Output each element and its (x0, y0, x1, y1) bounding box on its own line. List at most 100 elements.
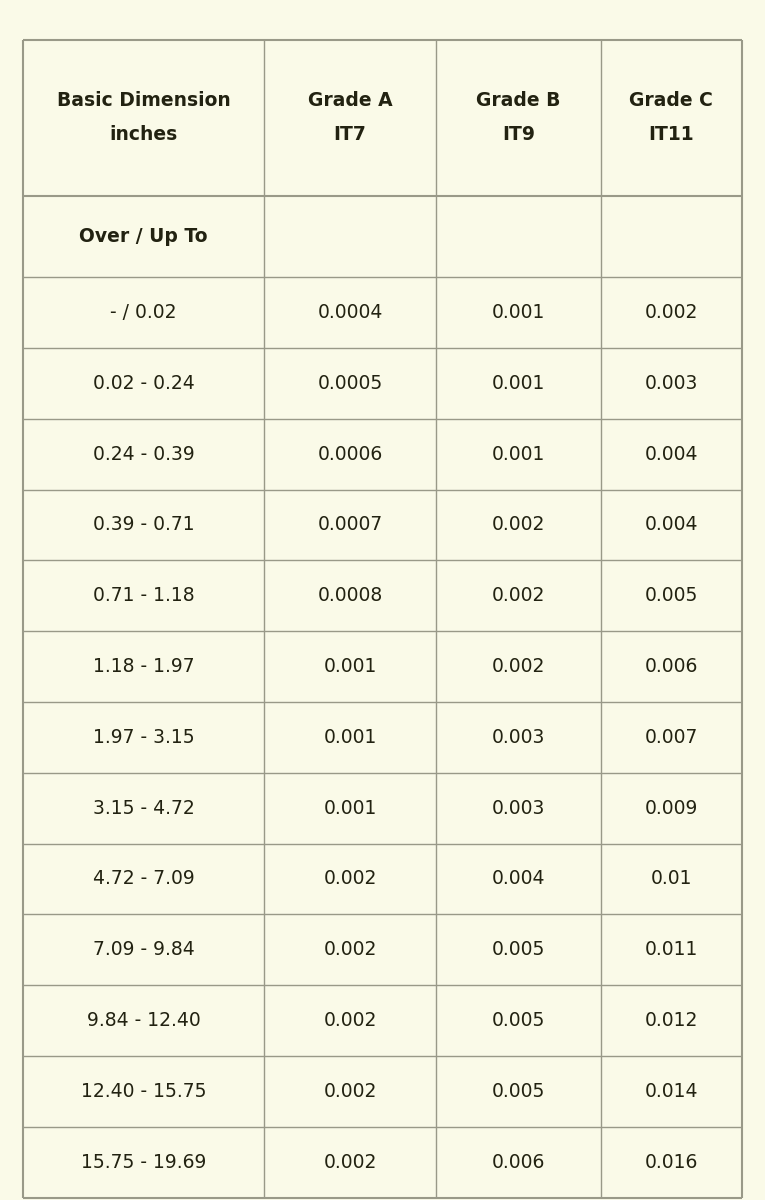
Text: 0.007: 0.007 (645, 728, 698, 746)
Bar (436, 560, 601, 631)
Text: 0.0004: 0.0004 (317, 304, 382, 322)
Text: Over / Up To: Over / Up To (80, 227, 207, 246)
Bar (601, 40, 742, 196)
Bar (23, 985, 264, 1056)
Text: 0.0007: 0.0007 (317, 516, 382, 534)
Bar (264, 40, 436, 196)
Text: 0.71 - 1.18: 0.71 - 1.18 (93, 587, 194, 605)
Bar (264, 1127, 436, 1198)
Bar (264, 490, 436, 560)
Text: 0.001: 0.001 (324, 728, 376, 746)
Bar (264, 914, 436, 985)
Bar (436, 277, 601, 348)
Bar (601, 348, 742, 419)
Bar (264, 844, 436, 914)
Text: 0.002: 0.002 (324, 1153, 376, 1171)
Text: 9.84 - 12.40: 9.84 - 12.40 (86, 1012, 200, 1030)
Bar (264, 277, 436, 348)
Bar (436, 844, 601, 914)
Text: - / 0.02: - / 0.02 (110, 304, 177, 322)
Bar (23, 196, 264, 277)
Bar (23, 40, 264, 196)
Bar (23, 914, 264, 985)
Text: 0.006: 0.006 (492, 1153, 545, 1171)
Bar (23, 560, 264, 631)
Text: 0.014: 0.014 (645, 1082, 698, 1100)
Bar (436, 490, 601, 560)
Text: 0.003: 0.003 (492, 728, 545, 746)
Bar (436, 914, 601, 985)
Text: 0.01: 0.01 (650, 870, 692, 888)
Bar (601, 560, 742, 631)
Bar (23, 277, 264, 348)
Bar (264, 348, 436, 419)
Bar (23, 1056, 264, 1127)
Text: 0.001: 0.001 (492, 445, 545, 463)
Bar (23, 419, 264, 490)
Bar (601, 419, 742, 490)
Text: Basic Dimension
inches: Basic Dimension inches (57, 91, 230, 144)
Bar (264, 560, 436, 631)
Text: 0.003: 0.003 (645, 374, 698, 392)
Text: 0.004: 0.004 (492, 870, 545, 888)
Bar (436, 773, 601, 844)
Bar (436, 196, 601, 277)
Text: 0.0005: 0.0005 (317, 374, 382, 392)
Text: 0.003: 0.003 (492, 799, 545, 817)
Bar (264, 702, 436, 773)
Bar (601, 985, 742, 1056)
Text: 3.15 - 4.72: 3.15 - 4.72 (93, 799, 194, 817)
Bar (601, 844, 742, 914)
Text: 0.002: 0.002 (645, 304, 698, 322)
Bar (23, 348, 264, 419)
Bar (601, 196, 742, 277)
Bar (601, 773, 742, 844)
Bar (601, 914, 742, 985)
Bar (23, 773, 264, 844)
Text: 0.005: 0.005 (492, 941, 545, 959)
Bar (601, 702, 742, 773)
Text: 0.002: 0.002 (492, 587, 545, 605)
Text: 0.02 - 0.24: 0.02 - 0.24 (93, 374, 194, 392)
Bar (264, 773, 436, 844)
Text: Grade A
IT7: Grade A IT7 (308, 91, 392, 144)
Bar (601, 1127, 742, 1198)
Bar (264, 419, 436, 490)
Text: 0.005: 0.005 (645, 587, 698, 605)
Bar (601, 277, 742, 348)
Text: 0.002: 0.002 (324, 1082, 376, 1100)
Text: 15.75 - 19.69: 15.75 - 19.69 (81, 1153, 206, 1171)
Text: 0.001: 0.001 (324, 658, 376, 676)
Bar (601, 631, 742, 702)
Bar (264, 1056, 436, 1127)
Text: 12.40 - 15.75: 12.40 - 15.75 (80, 1082, 207, 1100)
Bar (264, 985, 436, 1056)
Text: 0.002: 0.002 (492, 516, 545, 534)
Bar (264, 196, 436, 277)
Text: 0.0008: 0.0008 (317, 587, 382, 605)
Bar (23, 844, 264, 914)
Text: 0.009: 0.009 (645, 799, 698, 817)
Text: 0.0006: 0.0006 (317, 445, 382, 463)
Text: 0.001: 0.001 (492, 304, 545, 322)
Text: 7.09 - 9.84: 7.09 - 9.84 (93, 941, 194, 959)
Bar (436, 1127, 601, 1198)
Text: 1.18 - 1.97: 1.18 - 1.97 (93, 658, 194, 676)
Text: 0.005: 0.005 (492, 1082, 545, 1100)
Text: 0.006: 0.006 (645, 658, 698, 676)
Bar (23, 1127, 264, 1198)
Bar (436, 1056, 601, 1127)
Text: 0.39 - 0.71: 0.39 - 0.71 (93, 516, 194, 534)
Bar (436, 419, 601, 490)
Bar (436, 631, 601, 702)
Bar (23, 631, 264, 702)
Text: Grade B
IT9: Grade B IT9 (476, 91, 561, 144)
Text: 0.016: 0.016 (645, 1153, 698, 1171)
Bar (601, 490, 742, 560)
Text: 0.004: 0.004 (645, 516, 698, 534)
Bar (23, 702, 264, 773)
Text: 0.005: 0.005 (492, 1012, 545, 1030)
Bar (436, 40, 601, 196)
Text: 1.97 - 3.15: 1.97 - 3.15 (93, 728, 194, 746)
Text: 4.72 - 7.09: 4.72 - 7.09 (93, 870, 194, 888)
